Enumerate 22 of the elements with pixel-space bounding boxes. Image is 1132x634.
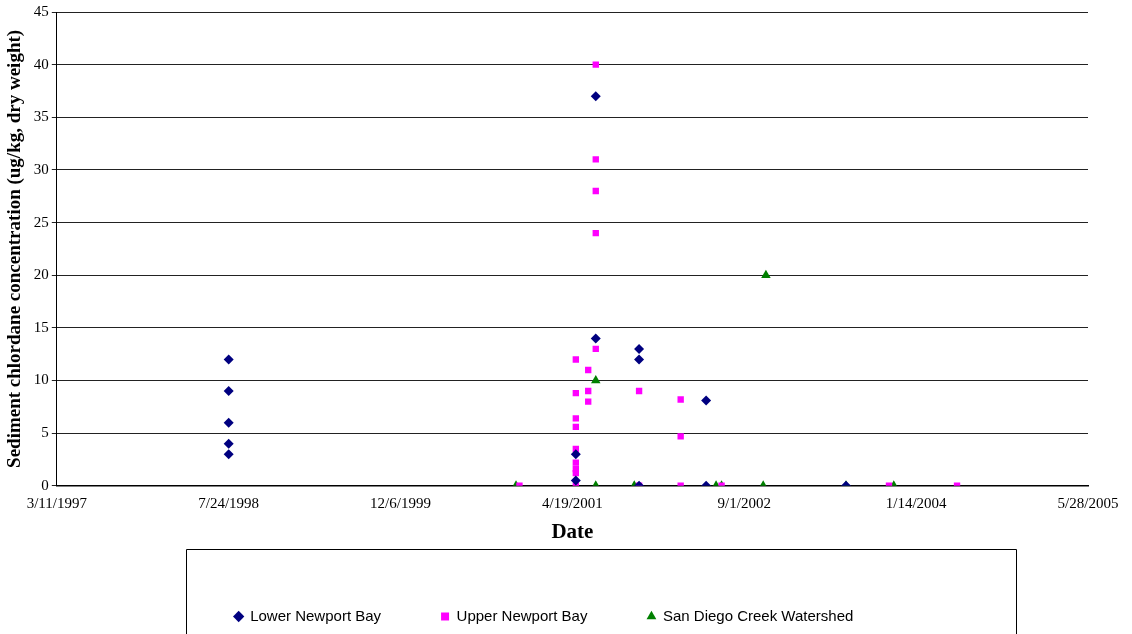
x-tick-label: 1/14/2004 xyxy=(885,494,948,511)
y-tick-label: 10 xyxy=(33,371,49,388)
y-tick-label: 15 xyxy=(33,318,49,335)
legend-label: Upper Newport Bay xyxy=(456,606,588,624)
y-tick-label: 40 xyxy=(33,55,49,72)
y-tick-label: 45 xyxy=(33,2,49,19)
legend-label: San Diego Creek Watershed xyxy=(662,606,854,624)
x-tick-label: 7/24/1998 xyxy=(198,494,260,511)
x-tick-label: 12/6/1999 xyxy=(370,494,431,511)
y-tick-label: 20 xyxy=(33,266,49,283)
y-tick-label: 35 xyxy=(33,108,49,125)
y-tick-label: 25 xyxy=(33,213,49,230)
y-tick-label: 0 xyxy=(41,476,49,493)
legend-label: Lower Newport Bay xyxy=(250,606,382,624)
x-tick-label: 3/11/1997 xyxy=(26,494,88,511)
y-axis-title: Sediment chlordane concentration (ug/kg, dry weight) xyxy=(3,29,26,468)
y-tick-label: 30 xyxy=(33,160,49,177)
x-tick-label: 4/19/2001 xyxy=(541,494,603,511)
x-tick-label: 5/28/2005 xyxy=(1057,494,1119,511)
x-axis-title: Date xyxy=(551,518,594,543)
x-tick-label: 9/1/2002 xyxy=(717,494,771,511)
y-tick-label: 5 xyxy=(41,424,49,441)
